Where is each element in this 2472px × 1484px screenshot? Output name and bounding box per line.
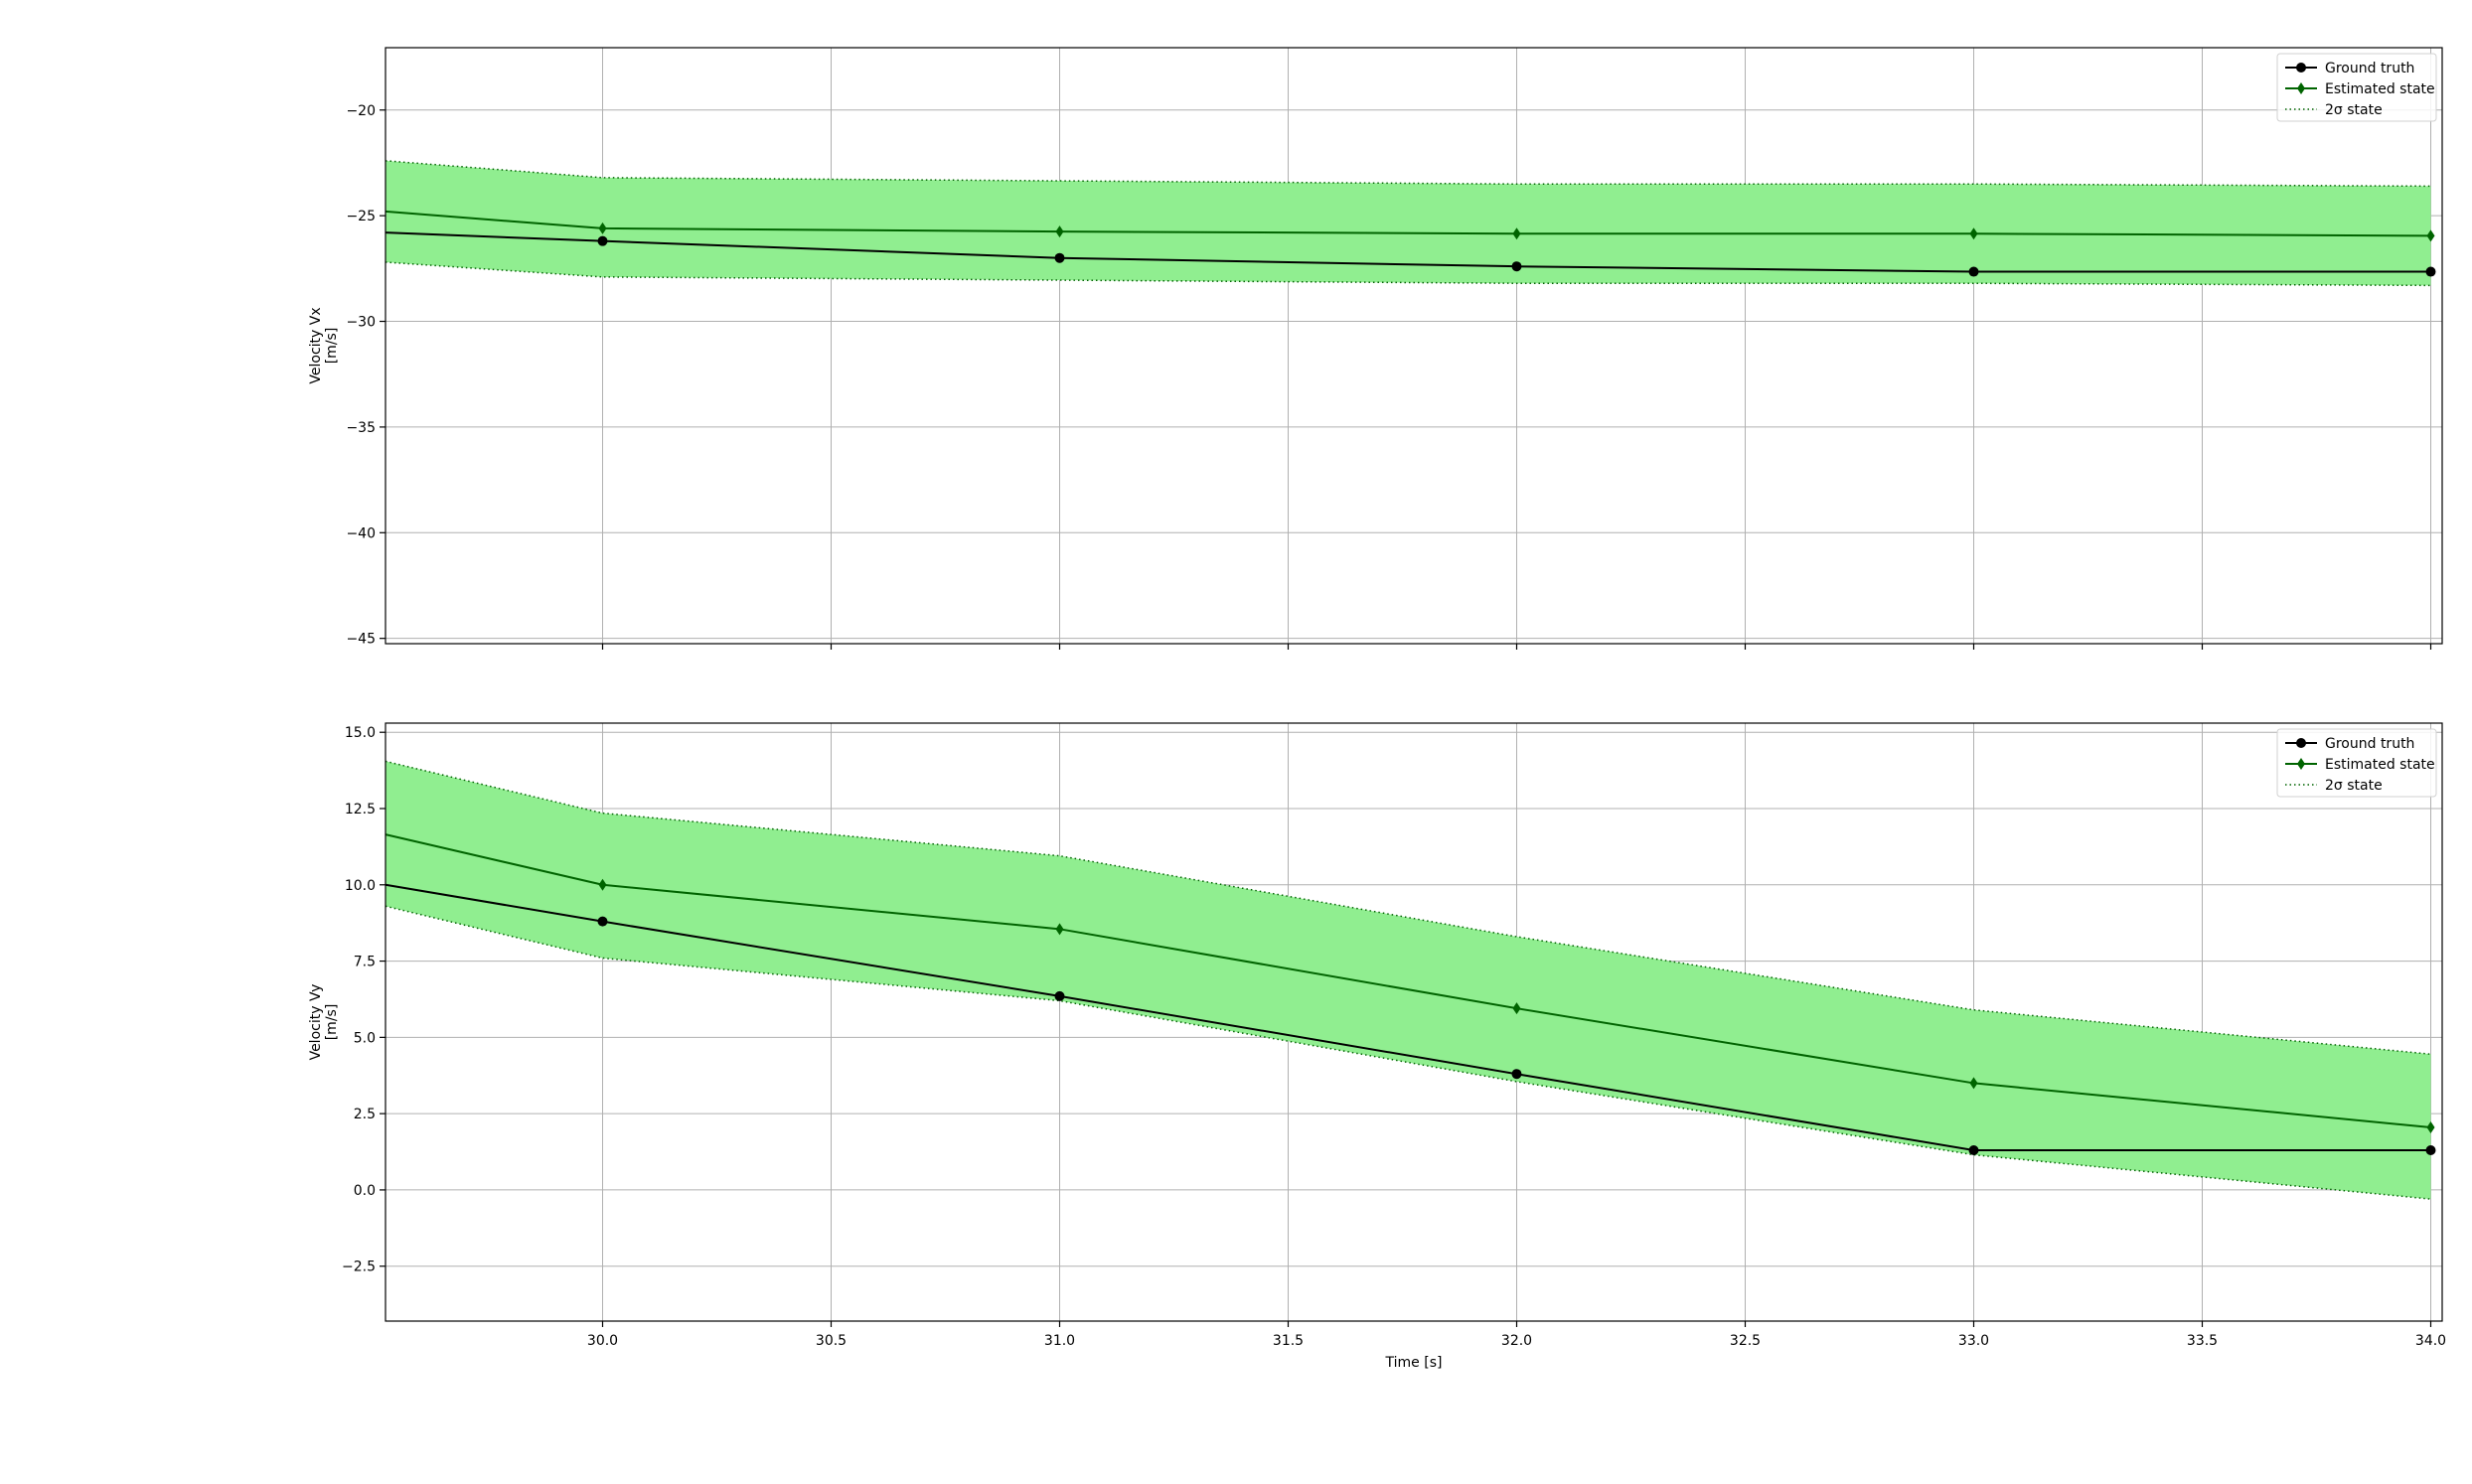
estimated-line	[385, 833, 2431, 1128]
legend-label: Ground truth	[2325, 736, 2414, 752]
estimated-state-point	[1512, 227, 1521, 240]
sigma-band-fill	[386, 160, 2431, 286]
y-tick-label: 10.0	[345, 878, 376, 894]
ground-truth-point	[2425, 1145, 2436, 1155]
legend-label: Estimated state	[2325, 757, 2435, 773]
y-axis-label: Velocity Vx[m/s]	[308, 307, 340, 383]
ground-truth-point	[597, 235, 608, 246]
legend-box	[2276, 53, 2437, 122]
y-axis-label: Velocity Vy[m/s]	[308, 984, 340, 1061]
estimated-state-point	[1969, 1077, 1978, 1090]
legend-label: 2σ state	[2325, 102, 2383, 118]
ground-truth-point	[1968, 1145, 1979, 1155]
y-tick-label: 2.5	[354, 1107, 376, 1122]
x-axis-label: Time [s]	[1385, 1355, 1443, 1371]
y-tick-label: −20	[346, 103, 376, 119]
ground-truth-point	[1511, 261, 1522, 272]
sigma-band-fill	[386, 761, 2431, 1200]
ground-truth-line	[385, 231, 2431, 273]
y-tick-label: 15.0	[345, 725, 376, 741]
estimated-state-point	[1969, 227, 1978, 240]
y-axis-label-line: Velocity Vy	[308, 984, 324, 1061]
legend-label: Ground truth	[2325, 61, 2414, 76]
ground-truth-point	[1511, 1069, 1522, 1080]
legend-ground-truth-marker	[2296, 738, 2306, 748]
estimated-state-point	[2426, 1120, 2435, 1133]
y-tick-label: 0.0	[354, 1183, 376, 1199]
legend-estimated-marker	[2297, 758, 2305, 770]
ground-truth-point	[597, 916, 608, 927]
y-axis-label-line: [m/s]	[324, 328, 340, 365]
panel-2: 30.0 30.5 31.0 31.5 32.0 32.5 33.0 33.5 34.0 15.0…	[308, 722, 2446, 1371]
legend: Ground truth Estimated state 2σ state	[2276, 728, 2437, 798]
x-tick-label: 33.0	[1958, 1333, 1989, 1349]
y-tick-label: 7.5	[354, 955, 376, 970]
estimated-state-point	[1512, 1002, 1521, 1015]
legend-estimated-marker	[2297, 82, 2305, 94]
sigma-upper-line	[385, 160, 2431, 188]
x-tick-label: 30.5	[816, 1333, 847, 1349]
y-tick-label: −2.5	[342, 1260, 376, 1275]
axes-frame	[385, 722, 2443, 1322]
y-tick-label: −40	[346, 525, 376, 541]
legend-label: Estimated state	[2325, 81, 2435, 97]
ground-truth-line	[385, 883, 2431, 1151]
estimated-state-point	[598, 878, 607, 891]
panel-1: −20 −25 −30 −35 −40 −45 Velocity Vx[m/s] Ground…	[308, 47, 2443, 650]
ground-truth-point	[2425, 266, 2436, 277]
x-tick-label: 30.0	[587, 1333, 618, 1349]
estimated-state-point	[598, 222, 607, 234]
axes-frame	[385, 47, 2443, 645]
x-tick-label: 31.5	[1273, 1333, 1304, 1349]
legend-label: 2σ state	[2325, 778, 2383, 794]
plot-area	[386, 48, 2442, 644]
sigma-lower-line	[385, 261, 2431, 287]
ground-truth-point	[1968, 266, 1979, 277]
y-axis-label-line: Velocity Vx	[308, 307, 324, 383]
estimated-state-point	[1055, 225, 1064, 238]
x-tick-label: 34.0	[2415, 1333, 2446, 1349]
y-tick-label: −30	[346, 315, 376, 331]
y-tick-label: −25	[346, 209, 376, 224]
y-tick-label: 5.0	[354, 1030, 376, 1046]
estimated-state-point	[1055, 923, 1064, 936]
ground-truth-point	[1054, 990, 1065, 1001]
legend-ground-truth-marker	[2296, 63, 2306, 73]
sigma-upper-line	[385, 760, 2431, 1055]
x-tick-label: 33.5	[2187, 1333, 2218, 1349]
legend-box	[2276, 728, 2437, 798]
y-axis-label-line: [m/s]	[324, 1004, 340, 1041]
estimated-state-point	[2426, 229, 2435, 242]
ground-truth-point	[1054, 252, 1065, 263]
x-tick-label: 32.5	[1730, 1333, 1761, 1349]
estimated-line	[385, 210, 2431, 237]
x-tick-label: 32.0	[1501, 1333, 1532, 1349]
legend: Ground truth Estimated state 2σ state	[2276, 53, 2437, 122]
y-tick-label: −45	[346, 632, 376, 648]
y-tick-label: −35	[346, 420, 376, 436]
sigma-lower-line	[385, 905, 2431, 1200]
y-tick-label: 12.5	[345, 802, 376, 817]
x-tick-label: 31.0	[1044, 1333, 1075, 1349]
